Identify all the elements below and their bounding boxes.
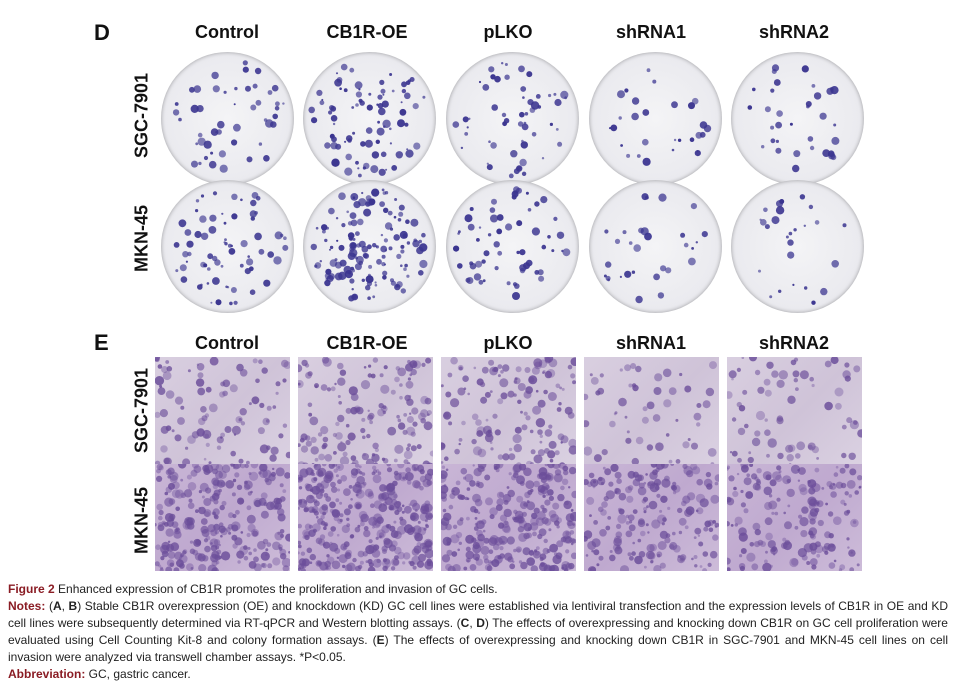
colony-dish [446,180,579,313]
panel-e-letter: E [94,330,109,355]
abbreviation-label: Abbreviation: [8,667,86,681]
caption-ref: C [460,616,470,630]
caption-ref: D [476,616,485,630]
notes-label: Notes: [8,599,46,613]
colony-dish [303,52,436,185]
panel-e-col-control: Control [195,333,259,353]
panel-e-col-shrna1: shRNA1 [615,333,686,353]
caption-text: , [61,599,69,613]
panel-d-letter: D [94,20,110,45]
colony-dish [446,52,579,185]
transwell-image [298,464,433,571]
transwell-image [155,464,290,571]
colony-dish [303,180,436,313]
panel-e-row-mkn45: MKN-45 [131,487,152,555]
panel-d-col-shrna1: shRNA1 [615,22,686,42]
caption-text: , [469,616,477,630]
panel-d-col-shrna2: shRNA2 [758,22,829,42]
transwell-image [441,357,576,479]
caption-title: Enhanced expression of CB1R promotes the… [58,582,498,596]
transwell-image [727,464,862,571]
panel-e-col-shrna2: shRNA2 [758,333,829,353]
panel-e-col-plko: pLKO [483,333,533,353]
figure-label: Figure 2 [8,582,55,596]
caption-text: ) The effects of overexpressing and knoc… [8,616,948,647]
caption-text: ) The effects of overexpressing and knoc… [8,633,948,664]
transwell-image [441,464,576,571]
colony-dish [589,52,722,185]
transwell-image [298,357,433,479]
caption-ref: A [52,599,62,613]
transwell-image [584,357,719,479]
transwell-image [727,357,862,479]
caption-title-line: Figure 2 Enhanced expression of CB1R pro… [8,581,948,598]
figure-caption: Figure 2 Enhanced expression of CB1R pro… [8,581,948,683]
panel-d-col-control: Control [195,22,259,42]
caption-ref: E [376,633,385,647]
colony-dish [161,180,294,313]
colony-dish [731,52,864,185]
colony-dish [161,52,294,185]
colony-dish [731,180,864,313]
transwell-image [155,357,290,479]
panel-d-row-sgc7901: SGC-7901 [131,72,152,159]
caption-abbreviation: Abbreviation: GC, gastric cancer. [8,666,948,683]
panel-d-row-mkn45: MKN-45 [131,205,152,273]
panel-d-col-cb1r-oe: CB1R-OE [326,22,408,42]
panel-e-col-cb1r-oe: CB1R-OE [326,333,408,353]
colony-dish [589,180,722,313]
caption-notes: Notes: (A, B) Stable CB1R overexpression… [8,598,948,666]
panel-d-col-plko: pLKO [483,22,533,42]
caption-text: ( [48,599,53,613]
caption-text: ) Stable CB1R overexpression (OE) and kn… [8,599,948,630]
caption-text: GC, gastric cancer. [85,667,191,681]
transwell-image [584,464,719,571]
caption-ref: B [68,599,78,613]
